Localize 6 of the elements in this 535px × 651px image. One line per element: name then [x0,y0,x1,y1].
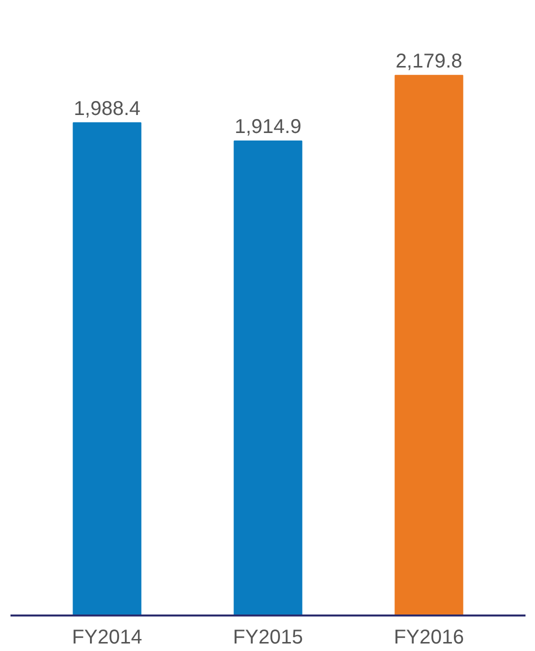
x-tick-label: FY2014 [72,626,142,648]
data-label: 2,179.8 [396,50,462,72]
x-tick-label: FY2015 [232,626,304,648]
data-label: 1,988.4 [74,98,140,120]
x-tick-label: FY2016 [394,626,464,648]
data-label: 1,914.9 [234,116,302,138]
